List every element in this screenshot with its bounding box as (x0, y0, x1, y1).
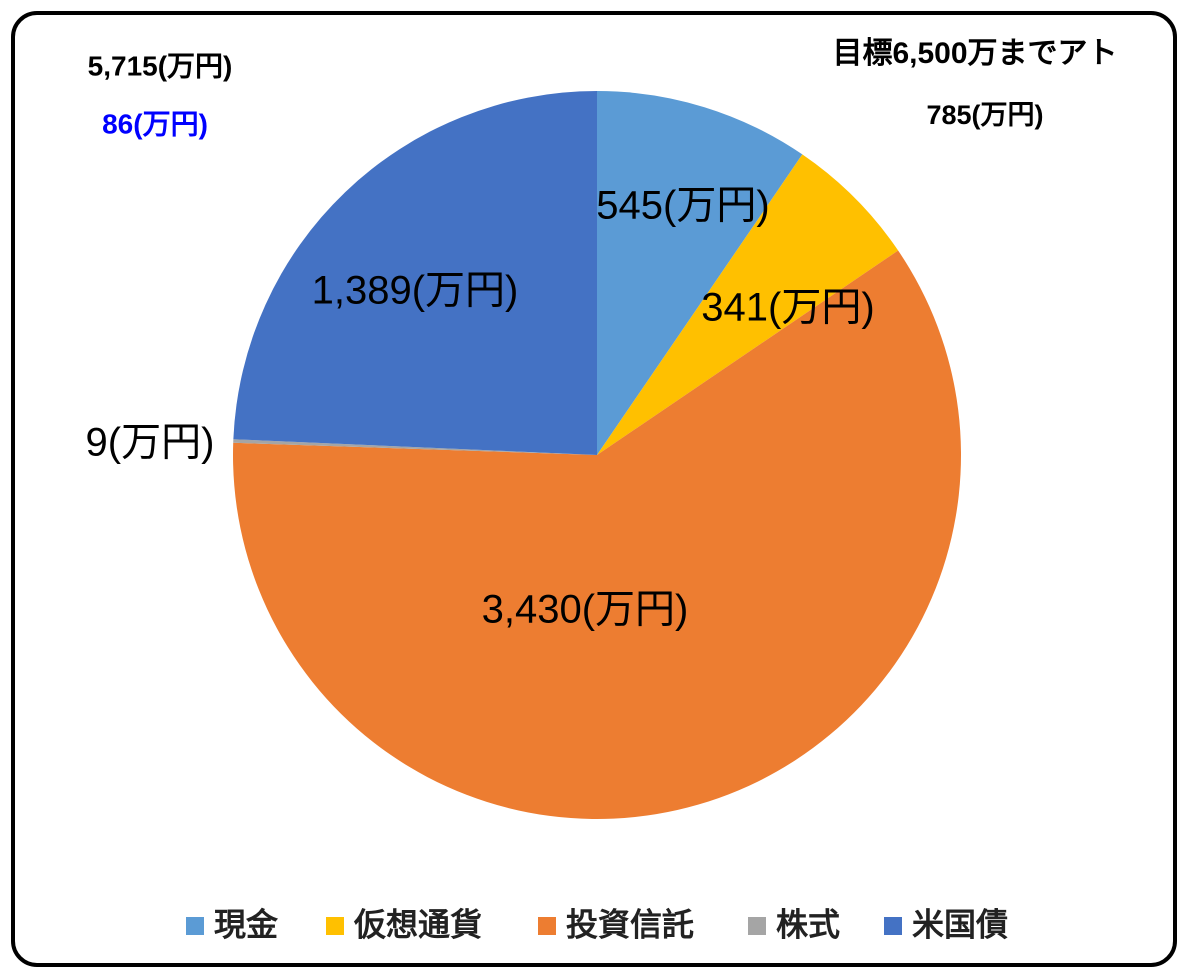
legend-label: 株式 (776, 906, 840, 942)
data-label: 9(万円) (86, 421, 215, 465)
pie-slice (233, 91, 597, 455)
legend-label: 現金 (214, 906, 279, 942)
legend-swatch (186, 917, 204, 935)
annotation: 目標6,500万までアト (832, 37, 1117, 70)
data-label: 3,430(万円) (482, 588, 689, 632)
legend-label: 投資信託 (566, 906, 694, 942)
data-label: 545(万円) (596, 184, 769, 228)
legend-swatch (326, 917, 344, 935)
legend-swatch (884, 917, 902, 935)
pie-slice (597, 154, 899, 455)
pie-slice (233, 439, 597, 455)
pie-slice (233, 250, 961, 819)
pie-slice (597, 91, 803, 455)
annotation: 5,715(万円) (88, 50, 233, 81)
legend-label: 米国債 (912, 906, 1008, 942)
data-label: 1,389(万円) (312, 269, 519, 313)
legend-swatch (538, 917, 556, 935)
annotation: 86(万円) (102, 108, 208, 139)
legend-swatch (748, 917, 766, 935)
annotation: 785(万円) (926, 100, 1043, 130)
legend-label: 仮想通貨 (353, 906, 482, 942)
data-label: 341(万円) (701, 286, 874, 330)
